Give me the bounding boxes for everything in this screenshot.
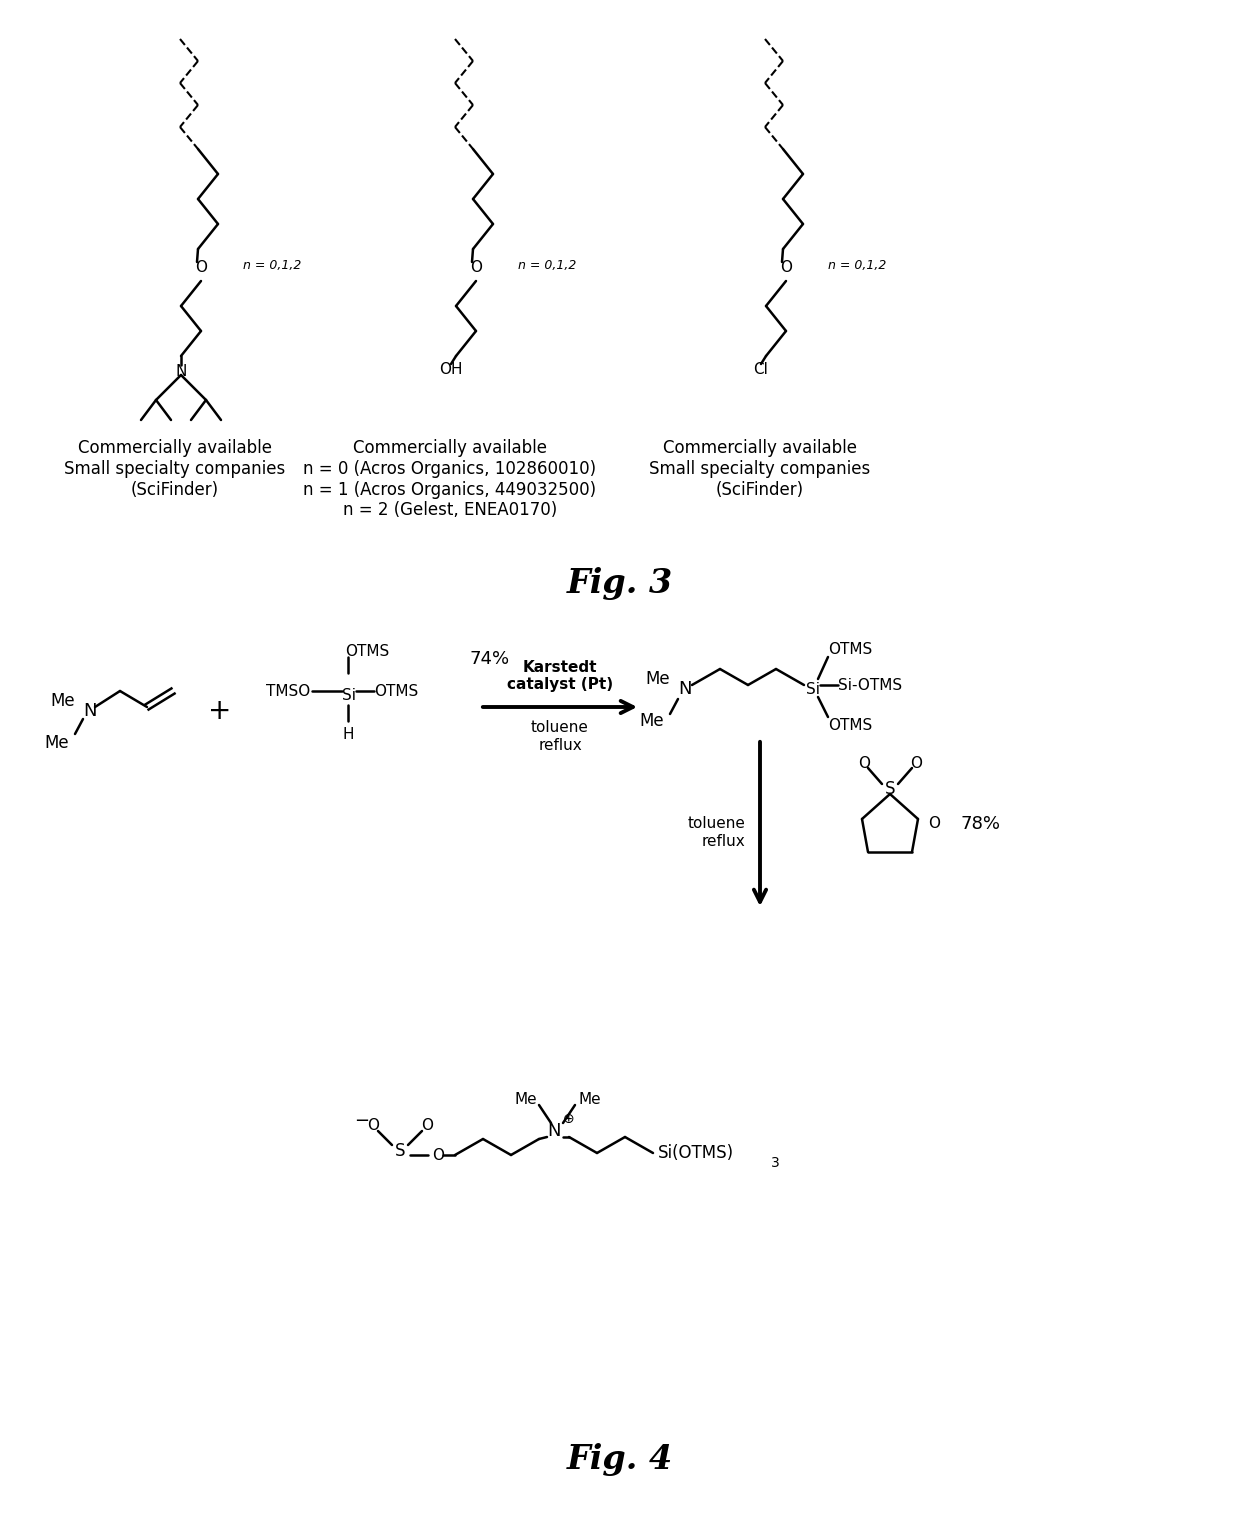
Text: Me: Me xyxy=(640,713,663,729)
Text: OTMS: OTMS xyxy=(828,642,872,657)
Text: Si(OTMS): Si(OTMS) xyxy=(658,1143,734,1162)
Text: Me: Me xyxy=(45,734,69,753)
Text: O: O xyxy=(928,817,940,831)
Text: 78%: 78% xyxy=(960,816,999,833)
Text: +: + xyxy=(208,697,232,725)
Text: O: O xyxy=(858,757,870,771)
Text: −: − xyxy=(355,1113,370,1130)
Text: N: N xyxy=(175,363,187,379)
Text: O: O xyxy=(910,757,923,771)
Text: O: O xyxy=(470,260,482,274)
Text: Commercially available
Small specialty companies
(SciFinder): Commercially available Small specialty c… xyxy=(64,439,285,499)
Text: N: N xyxy=(678,680,692,699)
Text: Me: Me xyxy=(645,669,670,688)
Text: Commercially available
Small specialty companies
(SciFinder): Commercially available Small specialty c… xyxy=(650,439,870,499)
Text: Karstedt: Karstedt xyxy=(523,660,598,674)
Text: Si: Si xyxy=(342,688,356,702)
Text: S: S xyxy=(885,780,895,799)
Text: O: O xyxy=(367,1119,379,1134)
Text: reflux: reflux xyxy=(702,834,745,850)
Text: OTMS: OTMS xyxy=(374,683,418,699)
Text: ⊕: ⊕ xyxy=(563,1113,575,1127)
Text: O: O xyxy=(422,1119,433,1134)
Text: n = 0,1,2: n = 0,1,2 xyxy=(518,259,577,271)
Text: O: O xyxy=(432,1148,444,1162)
Text: catalyst (Pt): catalyst (Pt) xyxy=(507,677,613,693)
Text: Commercially available
n = 0 (Acros Organics, 102860010)
n = 1 (Acros Organics, : Commercially available n = 0 (Acros Orga… xyxy=(304,439,596,519)
Text: H: H xyxy=(342,726,353,742)
Text: n = 0,1,2: n = 0,1,2 xyxy=(243,259,301,271)
Text: toluene: toluene xyxy=(531,720,589,734)
Text: O: O xyxy=(780,260,792,274)
Text: reflux: reflux xyxy=(538,737,582,753)
Text: Si: Si xyxy=(806,682,820,697)
Text: Fig. 4: Fig. 4 xyxy=(567,1442,673,1476)
Text: OTMS: OTMS xyxy=(345,643,389,659)
Text: Si-OTMS: Si-OTMS xyxy=(838,677,903,693)
Text: n = 0,1,2: n = 0,1,2 xyxy=(828,259,887,271)
Text: toluene: toluene xyxy=(687,817,745,831)
Text: Me: Me xyxy=(51,693,74,709)
Text: OTMS: OTMS xyxy=(828,717,872,733)
Text: OH: OH xyxy=(439,363,463,377)
Text: N: N xyxy=(83,702,97,720)
Text: Cl: Cl xyxy=(754,363,769,377)
Text: N: N xyxy=(547,1122,560,1140)
Text: O: O xyxy=(195,260,207,274)
Text: 74%: 74% xyxy=(470,649,510,668)
Text: Me: Me xyxy=(579,1091,601,1107)
Text: Me: Me xyxy=(515,1091,537,1107)
Text: 3: 3 xyxy=(771,1156,780,1170)
Text: Fig. 3: Fig. 3 xyxy=(567,568,673,600)
Text: S: S xyxy=(394,1142,405,1160)
Text: TMSO: TMSO xyxy=(265,683,310,699)
